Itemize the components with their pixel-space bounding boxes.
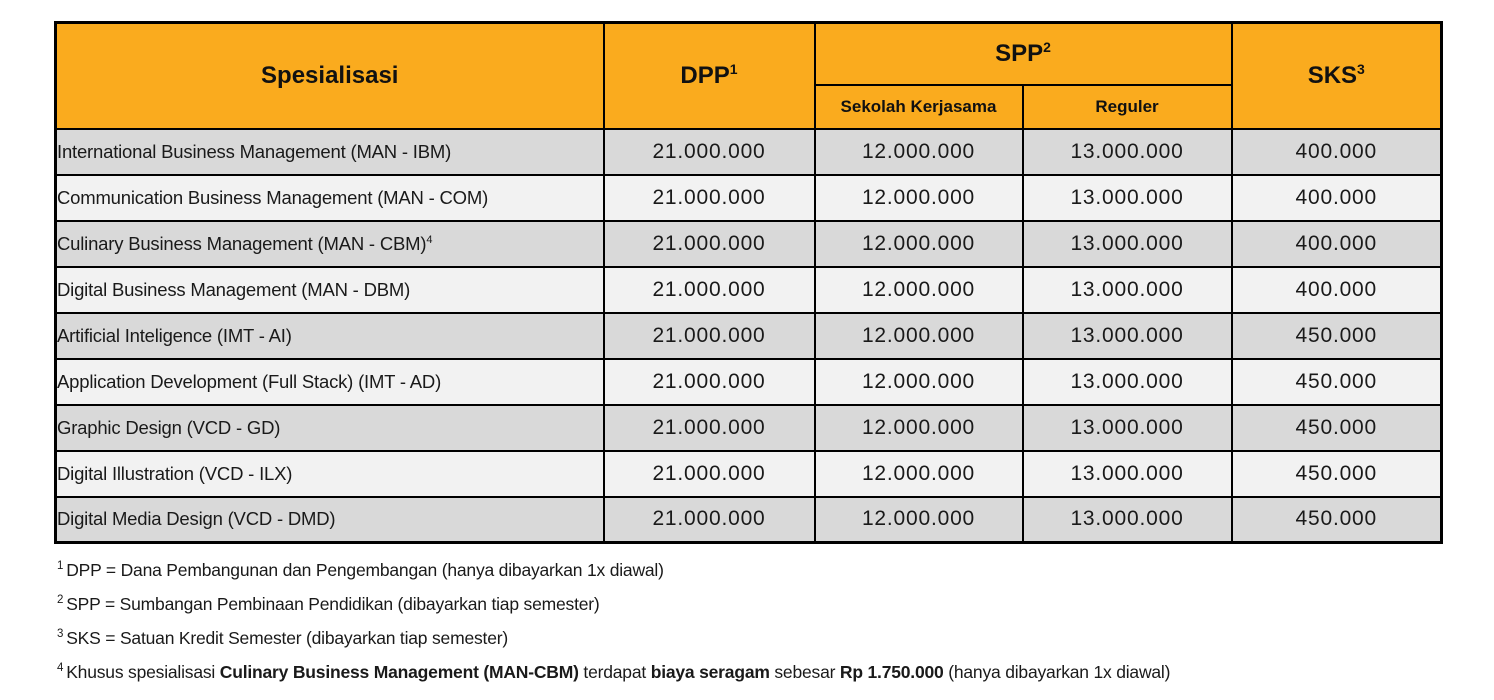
spp-reguler-cell: 13.000.000 <box>1021 173 1233 222</box>
header-spesialisasi: Spesialisasi <box>54 21 605 130</box>
dpp-cell: 21.000.000 <box>602 357 816 406</box>
sks-cell: 400.000 <box>1230 219 1443 268</box>
spp-kerjasama-cell: 12.000.000 <box>813 265 1024 314</box>
specialization-cell: Graphic Design (VCD - GD) <box>54 403 605 452</box>
header-spp: SPP2 <box>813 21 1233 86</box>
dpp-cell: 21.000.000 <box>602 403 816 452</box>
table-body: International Business Management (MAN -… <box>54 127 1443 544</box>
spp-reguler-cell: 13.000.000 <box>1021 265 1233 314</box>
footnote-dpp: 1 DPP = Dana Pembangunan dan Pengembangan… <box>57 560 664 580</box>
specialization-cell: Digital Illustration (VCD - ILX) <box>54 449 605 498</box>
header-dpp-superscript: 1 <box>729 60 738 77</box>
table-row: International Business Management (MAN -… <box>54 127 1443 176</box>
table-row: Communication Business Management (MAN -… <box>54 173 1443 222</box>
dpp-cell: 21.000.000 <box>602 219 816 268</box>
spp-reguler-cell: 13.000.000 <box>1021 219 1233 268</box>
table-header: Spesialisasi DPP1 SPP2 SKS3 Sekolah Kerj… <box>54 21 1443 130</box>
dpp-cell: 21.000.000 <box>602 311 816 360</box>
footnote-uniform-fee: 4 Khusus spesialisasi Culinary Business M… <box>57 662 1171 682</box>
sks-cell: 450.000 <box>1230 311 1443 360</box>
table-row: Digital Illustration (VCD - ILX) 21.000.… <box>54 449 1443 498</box>
spp-reguler-cell: 13.000.000 <box>1021 357 1233 406</box>
sks-cell: 450.000 <box>1230 495 1443 544</box>
spp-kerjasama-cell: 12.000.000 <box>813 403 1024 452</box>
spp-kerjasama-cell: 12.000.000 <box>813 173 1024 222</box>
table-row: Digital Media Design (VCD - DMD) 21.000.… <box>54 495 1443 544</box>
dpp-cell: 21.000.000 <box>602 449 816 498</box>
table-row: Graphic Design (VCD - GD) 21.000.000 12.… <box>54 403 1443 452</box>
header-dpp-label: DPP <box>680 61 730 89</box>
specialization-cell: Digital Business Management (MAN - DBM) <box>54 265 605 314</box>
dpp-cell: 21.000.000 <box>602 127 816 176</box>
specialization-cell: Digital Media Design (VCD - DMD) <box>54 495 605 544</box>
sks-cell: 400.000 <box>1230 127 1443 176</box>
sks-cell: 450.000 <box>1230 403 1443 452</box>
spp-kerjasama-cell: 12.000.000 <box>813 449 1024 498</box>
header-reguler: Reguler <box>1021 83 1233 130</box>
tuition-fees-table: Spesialisasi DPP1 SPP2 SKS3 Sekolah Kerj… <box>54 21 1444 544</box>
spp-kerjasama-cell: 12.000.000 <box>813 311 1024 360</box>
specialization-cell: International Business Management (MAN -… <box>54 127 605 176</box>
footnotes: 1 DPP = Dana Pembangunan dan Pengembangan… <box>57 560 1457 696</box>
specialization-cell: Culinary Business Management (MAN - CBM)… <box>54 219 605 268</box>
specialization-cell: Application Development (Full Stack) (IM… <box>54 357 605 406</box>
sks-cell: 450.000 <box>1230 357 1443 406</box>
header-sks: SKS3 <box>1230 21 1443 130</box>
dpp-cell: 21.000.000 <box>602 495 816 544</box>
table-row: Artificial Inteligence (IMT - AI) 21.000… <box>54 311 1443 360</box>
table-row: Application Development (Full Stack) (IM… <box>54 357 1443 406</box>
spp-reguler-cell: 13.000.000 <box>1021 495 1233 544</box>
header-spp-label: SPP <box>995 39 1044 67</box>
dpp-cell: 21.000.000 <box>602 173 816 222</box>
header-sks-superscript: 3 <box>1357 60 1365 77</box>
spp-reguler-cell: 13.000.000 <box>1021 403 1233 452</box>
table-row: Digital Business Management (MAN - DBM) … <box>54 265 1443 314</box>
sks-cell: 400.000 <box>1230 265 1443 314</box>
spp-kerjasama-cell: 12.000.000 <box>813 127 1024 176</box>
header-sekolah-kerjasama: Sekolah Kerjasama <box>813 83 1024 130</box>
table-row: Culinary Business Management (MAN - CBM)… <box>54 219 1443 268</box>
header-dpp: DPP1 <box>602 21 816 130</box>
spp-reguler-cell: 13.000.000 <box>1021 127 1233 176</box>
dpp-cell: 21.000.000 <box>602 265 816 314</box>
specialization-cell: Artificial Inteligence (IMT - AI) <box>54 311 605 360</box>
footnote-spp: 2 SPP = Sumbangan Pembinaan Pendidikan (d… <box>57 594 600 614</box>
header-sks-label: SKS <box>1307 61 1358 89</box>
spp-reguler-cell: 13.000.000 <box>1021 311 1233 360</box>
sks-cell: 450.000 <box>1230 449 1443 498</box>
spp-kerjasama-cell: 12.000.000 <box>813 219 1024 268</box>
spp-kerjasama-cell: 12.000.000 <box>813 495 1024 544</box>
sks-cell: 400.000 <box>1230 173 1443 222</box>
spp-reguler-cell: 13.000.000 <box>1021 449 1233 498</box>
spp-kerjasama-cell: 12.000.000 <box>813 357 1024 406</box>
header-spp-superscript: 2 <box>1043 38 1051 55</box>
footnote-sks: 3 SKS = Satuan Kredit Semester (dibayarka… <box>57 628 508 648</box>
specialization-cell: Communication Business Management (MAN -… <box>54 173 605 222</box>
header-spesialisasi-label: Spesialisasi <box>261 61 399 89</box>
